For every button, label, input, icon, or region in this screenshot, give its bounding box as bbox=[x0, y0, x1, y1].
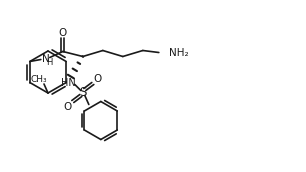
Text: O: O bbox=[94, 73, 102, 83]
Text: O: O bbox=[64, 101, 72, 111]
Text: HN: HN bbox=[62, 78, 76, 88]
Text: S: S bbox=[79, 86, 87, 99]
Text: N: N bbox=[42, 53, 50, 63]
Text: CH₃: CH₃ bbox=[31, 74, 47, 83]
Text: O: O bbox=[59, 28, 67, 37]
Text: NH₂: NH₂ bbox=[169, 47, 188, 57]
Text: H: H bbox=[46, 58, 52, 67]
